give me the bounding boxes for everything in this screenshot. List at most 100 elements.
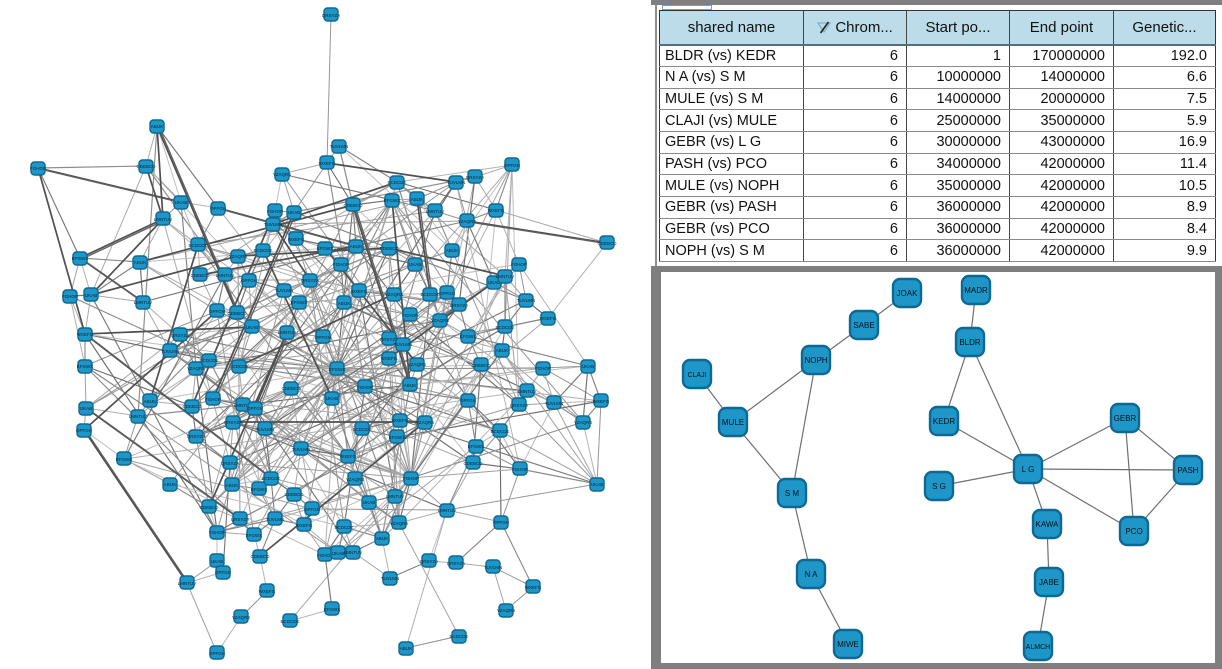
svg-text:CDEBCD: CDEBCD	[597, 241, 617, 246]
svg-text:BCDCDE: BCDCDE	[229, 364, 248, 369]
svg-text:CDEBCD: CDEBCD	[190, 273, 210, 278]
svg-text:OPFGH: OPFGH	[439, 291, 455, 296]
svg-text:QRSYZA: QRSYZA	[187, 434, 206, 439]
svg-text:SABE: SABE	[853, 321, 874, 330]
svg-text:QRSYZA: QRSYZA	[380, 337, 399, 342]
svg-text:CDEBCD: CDEBCD	[284, 492, 304, 497]
svg-text:CDEBCD: CDEBCD	[199, 505, 219, 510]
svg-text:FGHOP: FGHOP	[402, 313, 418, 318]
svg-text:EFGWX: EFGWX	[317, 246, 334, 251]
svg-text:WXEFG: WXEFG	[381, 356, 398, 361]
svg-text:WXEFG: WXEFG	[288, 237, 305, 242]
svg-text:BCDCDE: BCDCDE	[495, 325, 514, 330]
svg-text:FGHOP: FGHOP	[512, 467, 528, 472]
svg-text:ABIJK: ABIJK	[376, 536, 389, 541]
svg-text:EFGWX: EFGWX	[72, 256, 89, 261]
svg-text:YZAQRS: YZAQRS	[408, 362, 427, 367]
svg-text:TUVLMN: TUVLMN	[256, 427, 275, 432]
svg-text:CDEBCD: CDEBCD	[379, 246, 399, 251]
svg-text:YZAQRS: YZAQRS	[497, 608, 516, 613]
svg-text:ABIJK: ABIJK	[134, 260, 147, 265]
svg-text:WXEFG: WXEFG	[392, 418, 409, 423]
svg-text:FGHOP: FGHOP	[317, 553, 333, 558]
svg-text:CDEBCD: CDEBCD	[343, 203, 363, 208]
svg-text:ABIJK: ABIJK	[496, 348, 509, 353]
svg-text:YZAQRS: YZAQRS	[385, 292, 404, 297]
svg-text:BCDCDE: BCDCDE	[449, 634, 468, 639]
svg-text:FGHOP: FGHOP	[535, 366, 551, 371]
svg-text:WXEFG: WXEFG	[540, 316, 557, 321]
svg-text:CDEBCD: CDEBCD	[281, 386, 301, 391]
svg-text:OPFGH: OPFGH	[209, 651, 225, 656]
svg-text:OPFGH: OPFGH	[215, 570, 231, 575]
svg-text:TUVLMN: TUVLMN	[330, 144, 349, 149]
svg-text:IJKAB: IJKAB	[175, 200, 188, 205]
svg-text:LMNTUV: LMNTUV	[438, 508, 457, 513]
svg-text:NOPH: NOPH	[804, 356, 827, 365]
svg-text:QRSYZA: QRSYZA	[231, 517, 250, 522]
svg-text:EFGWX: EFGWX	[291, 300, 308, 305]
svg-text:IJKAB: IJKAB	[591, 482, 604, 487]
svg-text:KEDR: KEDR	[933, 417, 955, 426]
svg-text:OPFGH: OPFGH	[315, 335, 331, 340]
svg-text:TUVLMN: TUVLMN	[447, 180, 466, 185]
svg-text:BCDCDE: BCDCDE	[334, 525, 353, 530]
svg-text:IJKAB: IJKAB	[409, 262, 422, 267]
svg-text:WXEFG: WXEFG	[77, 332, 94, 337]
svg-text:YZAQRS: YZAQRS	[416, 420, 435, 425]
svg-text:LMNTUV: LMNTUV	[134, 300, 153, 305]
svg-text:OPFGH: OPFGH	[241, 278, 257, 283]
svg-text:OPFGH: OPFGH	[209, 309, 225, 314]
svg-text:ABIJK: ABIJK	[400, 646, 413, 651]
svg-text:YZAQRS: YZAQRS	[431, 318, 450, 323]
svg-text:QRSYZA: QRSYZA	[510, 403, 529, 408]
svg-text:CDEBCD: CDEBCD	[136, 164, 156, 169]
svg-text:EFGWX: EFGWX	[116, 457, 133, 462]
svg-text:IJKAB: IJKAB	[326, 396, 339, 401]
svg-text:YZAQRS: YZAQRS	[346, 477, 365, 482]
svg-text:LMNTUV: LMNTUV	[216, 273, 235, 278]
svg-text:TUVLMN: TUVLMN	[275, 288, 294, 293]
svg-text:MULE: MULE	[722, 418, 744, 427]
svg-text:N A: N A	[805, 570, 819, 579]
svg-text:FGHOP: FGHOP	[357, 385, 373, 390]
svg-text:ABIJK: ABIJK	[338, 301, 351, 306]
svg-text:FGHOP: FGHOP	[511, 262, 527, 267]
svg-text:FGHOP: FGHOP	[209, 530, 225, 535]
svg-text:TUVLMN: TUVLMN	[545, 401, 564, 406]
svg-text:YZAQRS: YZAQRS	[187, 366, 206, 371]
svg-text:BCDCDE: BCDCDE	[352, 427, 371, 432]
svg-text:OPFGH: OPFGH	[504, 163, 520, 168]
svg-text:BCDCDE: BCDCDE	[280, 619, 299, 624]
svg-text:BCDCDE: BCDCDE	[199, 358, 218, 363]
svg-text:LMNTUV: LMNTUV	[344, 550, 363, 555]
svg-text:OPFGH: OPFGH	[460, 398, 476, 403]
svg-text:YZAQRS: YZAQRS	[458, 219, 477, 224]
svg-text:BLDR: BLDR	[959, 338, 981, 347]
svg-text:FGHOP: FGHOP	[62, 294, 78, 299]
svg-text:S M: S M	[785, 489, 800, 498]
svg-text:ABIJK: ABIJK	[151, 124, 164, 129]
svg-text:IJKAB: IJKAB	[85, 293, 98, 298]
svg-text:TUVLMN: TUVLMN	[264, 222, 283, 227]
svg-text:IJKAB: IJKAB	[332, 551, 345, 556]
svg-text:WXEFG: WXEFG	[296, 523, 313, 528]
svg-text:LMNTUV: LMNTUV	[278, 330, 297, 335]
svg-text:IJKAB: IJKAB	[363, 500, 376, 505]
svg-text:QRSYZA: QRSYZA	[221, 461, 240, 466]
svg-text:S G: S G	[932, 482, 946, 491]
svg-text:IJKAB: IJKAB	[582, 364, 595, 369]
svg-text:WXEFG: WXEFG	[488, 208, 505, 213]
svg-text:OPFGH: OPFGH	[493, 520, 509, 525]
svg-text:L G: L G	[1022, 465, 1035, 474]
svg-text:QRSYZA: QRSYZA	[450, 303, 469, 308]
svg-text:YZAQRS: YZAQRS	[574, 420, 593, 425]
svg-text:EFGWX: EFGWX	[468, 444, 485, 449]
svg-text:YZAQRS: YZAQRS	[390, 521, 409, 526]
svg-text:MADR: MADR	[964, 286, 988, 295]
svg-text:CDEBCD: CDEBCD	[182, 404, 202, 409]
svg-text:OPFGH: OPFGH	[210, 206, 226, 211]
svg-text:EFGWX: EFGWX	[389, 435, 406, 440]
svg-text:WXEFG: WXEFG	[593, 399, 610, 404]
svg-text:ABIJK: ABIJK	[404, 383, 417, 388]
